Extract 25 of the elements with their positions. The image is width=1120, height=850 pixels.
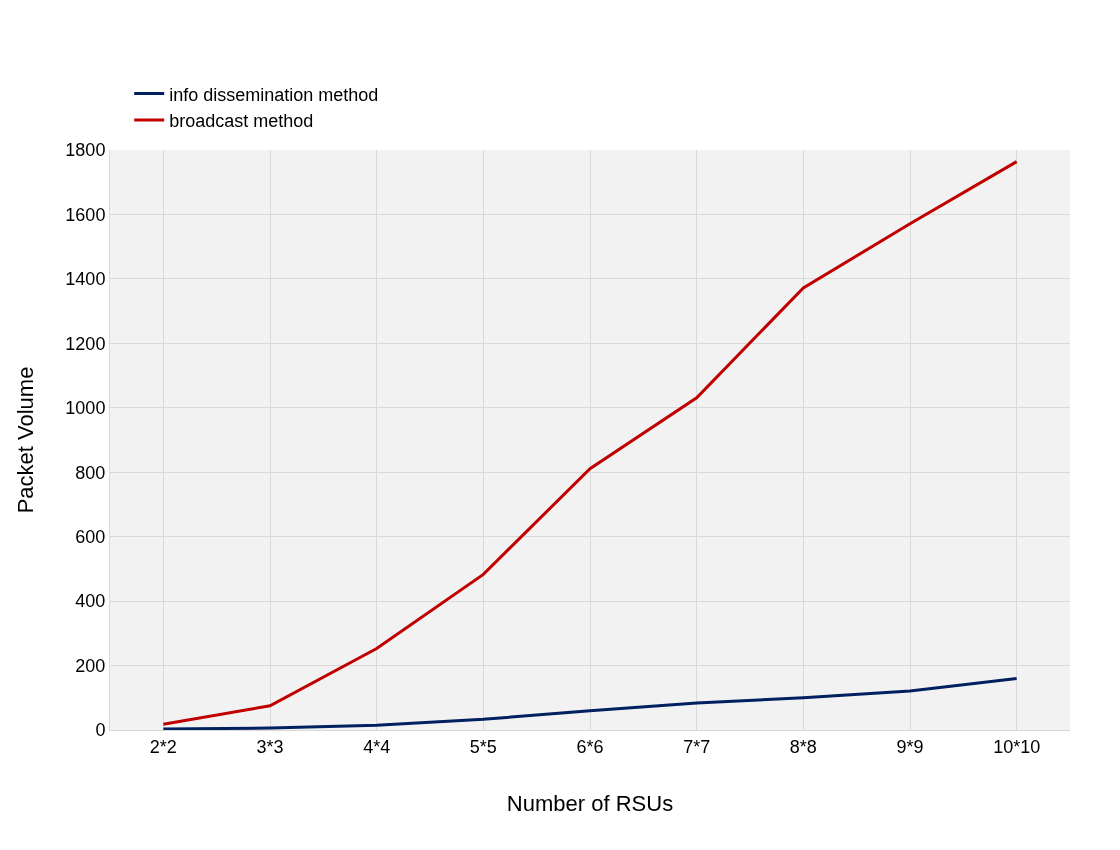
y-tick-label: 1000 (65, 398, 106, 419)
y-tick-label: 1200 (65, 333, 106, 354)
x-tick-label: 4*4 (363, 736, 391, 757)
x-axis-title: Number of RSUs (506, 791, 674, 817)
y-tick-label: 0 (95, 720, 106, 741)
y-axis-title: Packet Volume (13, 366, 39, 514)
x-tick-label: 3*3 (256, 736, 284, 757)
line-series (161, 160, 1019, 726)
x-tick-label: 2*2 (149, 736, 177, 757)
legend-label: broadcast method (169, 111, 314, 132)
legend-label: info dissemination method (169, 84, 379, 105)
y-tick-label: 1600 (65, 204, 106, 225)
x-tick-label: 10*10 (993, 736, 1041, 757)
y-tick-label: 1400 (65, 269, 106, 290)
x-tick-label: 8*8 (789, 736, 817, 757)
y-tick-label: 600 (75, 526, 106, 547)
x-tick-label: 5*5 (469, 736, 497, 757)
y-tick-label: 800 (75, 462, 106, 483)
y-tick-label: 1800 (65, 140, 106, 161)
line-series (161, 676, 1019, 730)
x-tick-label: 7*7 (683, 736, 711, 757)
y-tick-label: 400 (75, 591, 106, 612)
x-tick-label: 6*6 (576, 736, 604, 757)
y-tick-label: 200 (75, 655, 106, 676)
x-tick-label: 9*9 (896, 736, 924, 757)
